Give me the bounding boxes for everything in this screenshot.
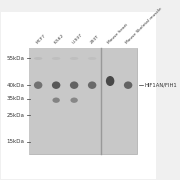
Ellipse shape bbox=[70, 81, 78, 89]
Bar bbox=[47, 48, 65, 154]
Text: U-937: U-937 bbox=[71, 33, 83, 45]
Ellipse shape bbox=[34, 57, 42, 60]
Text: MCF7: MCF7 bbox=[35, 34, 47, 45]
Ellipse shape bbox=[52, 81, 60, 89]
Text: 25kDa: 25kDa bbox=[6, 113, 24, 118]
Text: HIF1AN/FIH1: HIF1AN/FIH1 bbox=[145, 83, 178, 88]
Bar bbox=[83, 48, 101, 154]
Ellipse shape bbox=[106, 76, 114, 86]
Text: 55kDa: 55kDa bbox=[6, 56, 24, 61]
Ellipse shape bbox=[52, 98, 60, 103]
Bar bbox=[65, 48, 83, 154]
Bar bbox=[101, 48, 119, 154]
Ellipse shape bbox=[124, 81, 132, 89]
Ellipse shape bbox=[52, 57, 60, 60]
Text: K-562: K-562 bbox=[53, 34, 65, 45]
Text: 35kDa: 35kDa bbox=[6, 96, 24, 101]
Ellipse shape bbox=[34, 81, 42, 89]
Bar bbox=[29, 48, 47, 154]
Ellipse shape bbox=[70, 98, 78, 103]
Bar bbox=[29, 48, 137, 154]
Ellipse shape bbox=[70, 57, 78, 60]
Ellipse shape bbox=[88, 81, 96, 89]
Ellipse shape bbox=[88, 57, 96, 60]
Bar bbox=[119, 48, 137, 154]
Text: 293T: 293T bbox=[89, 35, 100, 45]
Text: 15kDa: 15kDa bbox=[6, 139, 24, 144]
Text: Mouse Skeletal muscle: Mouse Skeletal muscle bbox=[125, 7, 163, 45]
Text: Mouse heart: Mouse heart bbox=[107, 23, 129, 45]
Text: 40kDa: 40kDa bbox=[6, 83, 24, 88]
